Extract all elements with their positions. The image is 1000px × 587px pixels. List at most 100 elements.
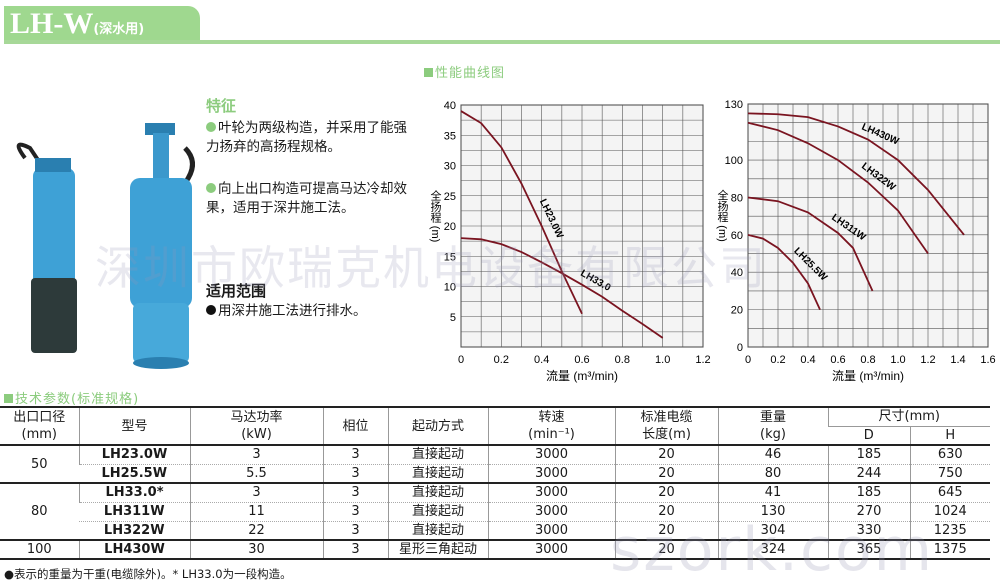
series-line-lh23-0w [460,110,583,315]
table-row: 50 LH23.0W 3 3 直接起动 3000 20 46 185 630 [0,445,990,484]
x-tick-label: 0.4 [534,354,549,366]
cell-outlet: 100 [0,540,79,560]
cell-speed: 3000 [487,502,615,521]
cell-h: 750 [909,464,990,483]
y-tick-label: 40 [444,100,456,112]
cell-h: 1235 [909,521,990,540]
x-tick-label: 0.6 [574,354,589,366]
y-axis-label: 全扬程 (m) [429,188,442,242]
cell-model: LH33.0* [78,483,190,502]
cell-model: LH430W [78,540,190,559]
cell-phase: 3 [322,464,388,483]
x-axis-label: 流量 (m³/min) [546,369,618,383]
cell-speed: 3000 [487,464,615,483]
feature-item: 叶轮为两级构造，并采用了能强力扬弃的高扬程规格。 [206,120,407,155]
x-tick-label: 0.8 [615,354,630,366]
x-tick-label: 1.0 [655,354,670,366]
x-tick-label: 1.2 [695,354,710,366]
cell-start: 直接起动 [387,502,488,521]
y-tick-label: 35 [444,130,456,142]
table-row: 80 LH33.0* 3 3 直接起动 3000 20 41 185 645 [0,483,990,541]
y-tick-label: 20 [731,305,743,317]
cell-h: 630 [909,445,990,464]
curves-heading: 性能曲线图 [424,62,505,81]
scope-item: 用深井施工法进行排水。 [206,302,411,321]
y-tick-label: 100 [725,155,743,167]
col-h: H [909,426,990,446]
cell-weight: 80 [717,464,828,483]
cell-weight: 46 [717,445,828,464]
cell-model: LH311W [103,504,165,519]
watermark-site: szork.com [610,515,935,585]
col-dim: 尺寸(mm) [827,407,990,427]
cell-outlet: 50 [0,445,79,484]
cell-d: 244 [827,464,910,483]
cell-outlet: 80 [0,483,79,541]
col-weight: 重量 (kg) [717,407,828,446]
x-axis-label: 流量 (m³/min) [832,369,904,383]
cell-cable: 20 [614,464,718,483]
chart-right: 0 0.2 0.4 0.6 0.8 1.0 1.2 1.4 1.6 0 20 40 60 80 100 130… [716,99,996,383]
cell-start: 星形三角起动 [387,540,488,559]
col-phase: 相位 [322,407,388,446]
pump-small-image [16,142,77,353]
x-tick-label: 0.8 [860,354,875,366]
col-d: D [828,426,910,446]
cell-speed: 3000 [487,521,615,540]
y-tick-label: 10 [444,282,456,294]
cell-weight: 304 [717,521,828,540]
y-tick-label: 0 [737,342,743,354]
x-tick-label: 0.2 [494,354,509,366]
cell-d: 185 [827,483,910,502]
y-tick-label: 20 [444,221,456,233]
table-row: 100 LH430W 30 3 星形三角起动 3000 20 324 365 1375 [0,540,990,560]
cell-h: 1024 [909,502,990,521]
y-tick-label: 60 [731,230,743,242]
table-row: LH311W 11 3 直接起动 3000 20 130 270 1024 [0,502,990,521]
cell-power: 3 [189,445,323,464]
col-cable: 标准电缆 长度(m) [614,407,718,446]
cell-start: 直接起动 [387,464,488,483]
x-tick-label: 0.2 [770,354,785,366]
cell-d: 365 [827,540,910,559]
subtitle: (深水用) [93,22,145,37]
cell-start: 直接起动 [387,483,488,502]
y-axis-label: 全扬程 (m) [716,188,729,242]
table-row: LH25.5W 5.5 3 直接起动 3000 20 80 244 750 [0,464,990,483]
pump-large-image [130,123,195,369]
cell-model: LH25.5W [101,465,168,481]
cell-power: 5.5 [189,464,323,483]
series-line-lh322w [747,121,929,255]
cell-phase: 3 [322,445,388,464]
cell-d: 330 [827,521,910,540]
pump-images [16,123,195,369]
cell-speed: 3000 [487,483,615,502]
spec-table: 出口口径 (mm) 型号 马达功率 (kW) 相位 起动方式 转速 (min⁻¹) 标… [0,406,990,560]
cell-power: 30 [189,540,323,559]
title: LH-W [10,7,94,40]
cell-phase: 3 [322,521,388,540]
cell-phase: 3 [322,483,388,502]
x-tick-label: 1.0 [890,354,905,366]
cell-cable: 20 [614,540,718,559]
table-note: ●表示的重量为干重(电缆除外)。* LH33.0为一段构造。 [4,567,292,581]
series-line-lh25-5w [747,233,821,310]
cell-cable: 20 [614,445,718,464]
cell-model: LH322W [103,522,165,538]
x-tick-label: 0.6 [830,354,845,366]
series-line-lh33-0 [460,237,664,339]
y-tick-label: 30 [444,161,456,173]
y-tick-label: 25 [444,191,456,203]
cell-h: 645 [909,483,990,502]
cell-d: 270 [827,502,910,521]
specs-heading: 技术参数(标准规格) [4,388,139,407]
y-tick-label: 130 [725,99,743,111]
title-tab: LH-W(深水用) [4,6,200,42]
col-model: 型号 [78,407,190,446]
cell-weight: 324 [717,540,828,559]
series-line-lh430w [747,112,965,236]
y-tick-label: 5 [450,312,456,324]
col-outlet: 出口口径 (mm) [0,407,79,446]
y-tick-label: 40 [731,267,743,279]
x-tick-label: 0 [458,354,464,366]
